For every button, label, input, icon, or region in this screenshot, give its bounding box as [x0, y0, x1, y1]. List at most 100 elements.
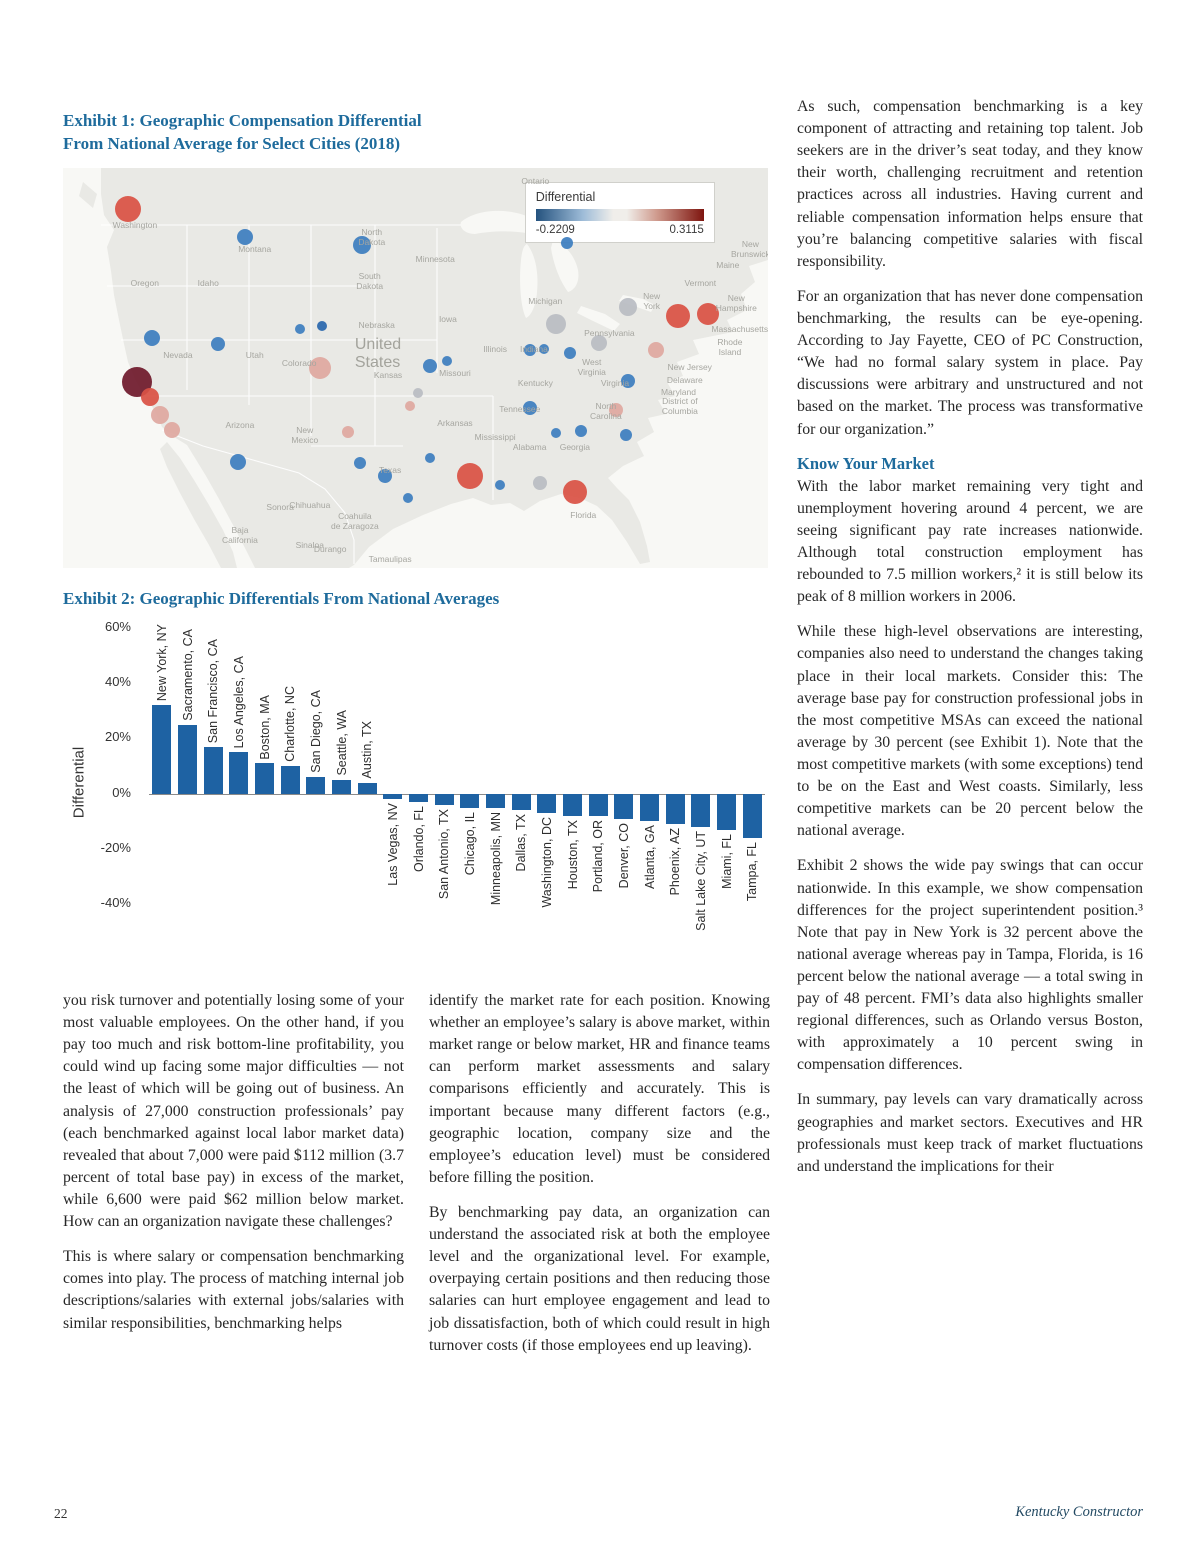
- paragraph: you risk turnover and potentially losing…: [63, 992, 404, 1231]
- text-column-2: identify the market rate for each positi…: [429, 990, 770, 1370]
- map-city-dot: [229, 454, 246, 470]
- bar-category-label: Portland, OR: [591, 819, 606, 893]
- bar: [640, 793, 659, 822]
- bar-plot: New York, NY Sacramento, CA San Francisco,…: [149, 624, 765, 931]
- bar: [486, 793, 505, 808]
- bar: [229, 752, 249, 794]
- exhibit1-title: Exhibit 1: Geographic Compensation Diffe…: [63, 110, 563, 156]
- map-city-dot: [341, 426, 354, 438]
- map-city-dot: [608, 403, 623, 417]
- text-column-1: you risk turnover and potentially losing…: [63, 990, 404, 1348]
- map-city-dot: [425, 453, 436, 463]
- map-city-dot: [563, 347, 576, 360]
- paragraph: identify the market rate for each positi…: [429, 992, 770, 1186]
- map-city-dot: [522, 401, 537, 415]
- bar-category-label: Dallas, TX: [514, 814, 529, 872]
- bar-category-label: Houston, TX: [565, 819, 580, 890]
- map-city-dot: [533, 476, 548, 491]
- baja-peninsula: [160, 442, 237, 568]
- legend-gradient-bar: [535, 209, 704, 221]
- map-city-dot: [236, 229, 253, 246]
- map-city-dot: [545, 314, 566, 334]
- paragraph: While these high-level observations are …: [797, 623, 1143, 840]
- bar-category-label: Denver, CO: [616, 822, 631, 888]
- bar-category-label: San Diego, CA: [308, 690, 323, 774]
- bar: [203, 746, 223, 794]
- map-city-dot: [620, 429, 633, 442]
- legend-title: Differential: [535, 190, 596, 204]
- map-city-dot: [404, 401, 415, 411]
- bar-category-label: Boston, MA: [257, 694, 272, 760]
- map-city-dot: [590, 335, 607, 352]
- bar: [357, 782, 377, 794]
- map-city-dot: [647, 342, 664, 358]
- legend-min-value: -0.2209: [535, 224, 575, 236]
- map-city-dot: [561, 237, 574, 250]
- y-axis-tick: 40%: [104, 674, 131, 690]
- bar: [255, 763, 274, 794]
- bar-category-label: Tampa, FL: [745, 841, 760, 901]
- map-city-dot: [618, 298, 637, 317]
- map-city-dot: [316, 321, 327, 331]
- legend-labels: -0.2209 0.3115: [536, 224, 704, 236]
- y-axis-tick: 20%: [104, 729, 131, 745]
- publication-name: Kentucky Constructor: [1015, 1504, 1143, 1520]
- bar: [332, 779, 351, 794]
- bar: [717, 793, 736, 830]
- bar-category-label: Miami, FL: [719, 833, 734, 889]
- bar: [742, 793, 762, 838]
- legend-max-value: 0.3115: [669, 224, 704, 236]
- state-borders: [101, 224, 494, 564]
- paragraph: This is where salary or compensation ben…: [63, 1248, 404, 1332]
- bar: [178, 724, 197, 794]
- bar-category-label: Orlando, FL: [411, 806, 426, 873]
- bar-category-label: Seattle, WA: [334, 710, 349, 776]
- map-city-dot: [442, 356, 453, 367]
- map-city-dot: [495, 480, 506, 491]
- map-city-dot: [143, 330, 160, 346]
- bar-category-label: Chicago, IL: [462, 811, 477, 875]
- map-city-dot: [550, 428, 561, 439]
- paragraph: In summary, pay levels can vary dramatic…: [797, 1091, 1143, 1175]
- bar-category-label: San Antonio, TX: [437, 808, 452, 899]
- map-city-dot: [140, 388, 159, 407]
- bar: [691, 793, 711, 827]
- map-city-dot: [456, 463, 483, 489]
- bar: [460, 793, 480, 808]
- us-map: United States Differential -0.2209 0.311…: [63, 168, 768, 568]
- exhibit1-title-line1: Exhibit 1: Geographic Compensation Diffe…: [63, 111, 422, 130]
- map-city-dot: [562, 480, 587, 504]
- map-city-dot: [523, 344, 536, 356]
- bar-category-label: New York, NY: [154, 624, 169, 702]
- map-city-dot: [151, 406, 170, 425]
- map-city-dot: [211, 337, 226, 351]
- paragraph: Exhibit 2 shows the wide pay swings that…: [797, 857, 1143, 1074]
- map-city-dot: [352, 236, 371, 255]
- bar-category-label: Sacramento, CA: [180, 628, 195, 721]
- bar-category-label: Los Angeles, CA: [231, 655, 246, 749]
- zero-axis-line: [149, 793, 765, 795]
- bar-category-label: Las Vegas, NV: [385, 803, 400, 886]
- bar: [588, 793, 608, 816]
- exhibit1-title-line2: From National Average for Select Cities …: [63, 133, 401, 153]
- bar-category-label: Charlotte, NC: [283, 686, 298, 763]
- exhibit2-title: Exhibit 2: Geographic Differentials From…: [63, 589, 500, 608]
- paragraph: For an organization that has never done …: [797, 287, 1143, 438]
- country-label: United States: [354, 336, 402, 372]
- bar-category-label: Atlanta, GA: [642, 825, 657, 890]
- vancouver-island: [79, 182, 97, 208]
- page-number: 22: [54, 1506, 68, 1521]
- bar-category-label: San Francisco, CA: [206, 638, 221, 743]
- bar: [511, 793, 531, 811]
- bar-category-label: Salt Lake City, UT: [693, 830, 708, 931]
- map-city-dot: [294, 324, 305, 335]
- map-city-dot: [309, 357, 332, 379]
- paragraph: As such, compensation benchmarking is a …: [797, 98, 1143, 270]
- y-axis-tick: 0%: [112, 784, 131, 800]
- y-axis-tick: -20%: [100, 839, 131, 855]
- map-city-dot: [413, 388, 424, 399]
- bar: [409, 793, 428, 802]
- bar-category-label: Washington, DC: [539, 817, 554, 908]
- right-text-column: As such, compensation benchmarking is a …: [797, 96, 1143, 1191]
- y-axis: 60% 40% 20% 0% -20% -40%: [63, 619, 141, 918]
